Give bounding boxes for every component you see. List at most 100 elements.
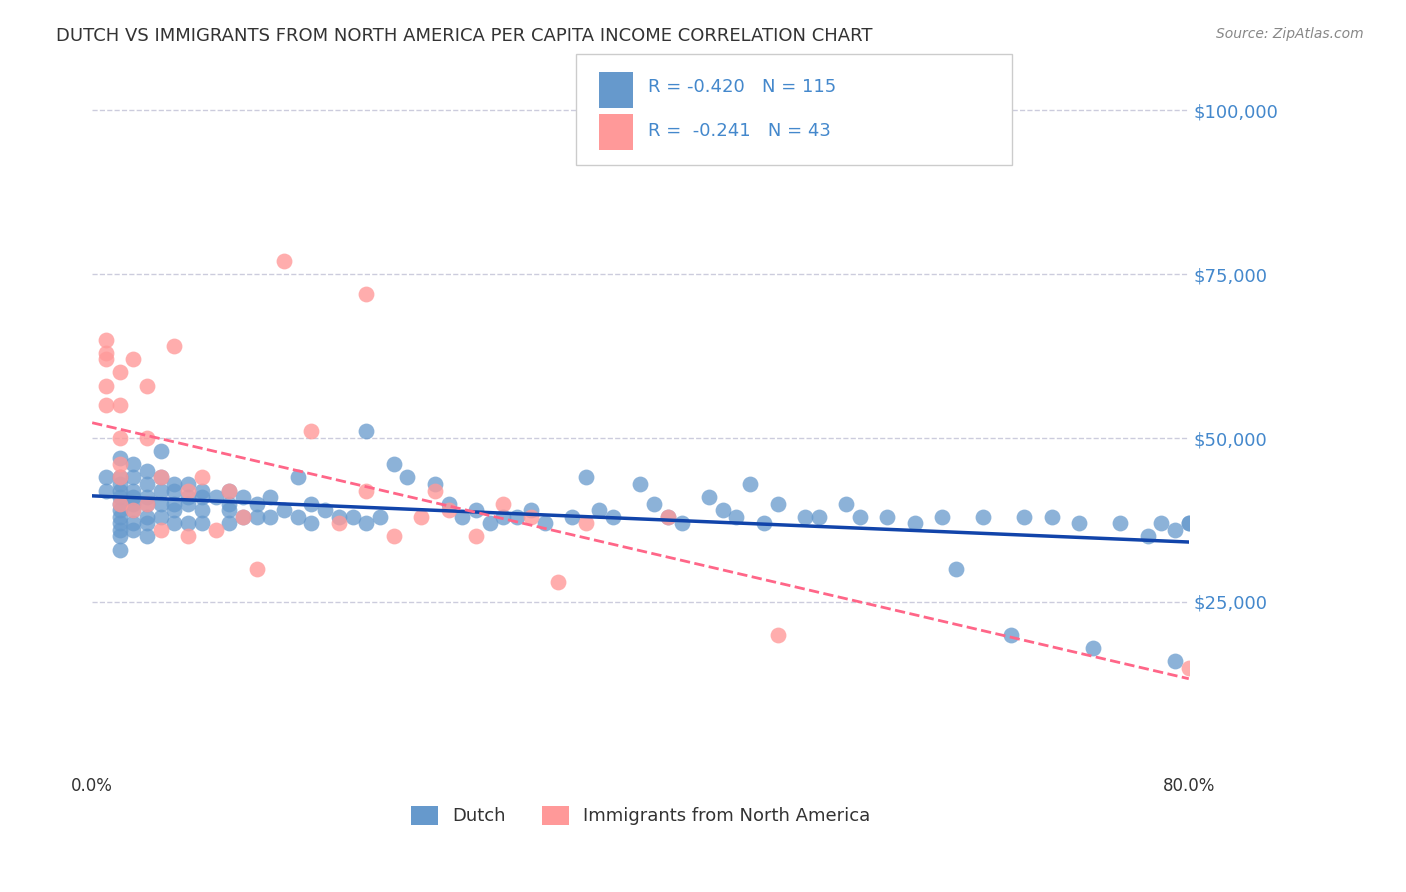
Point — [259, 509, 281, 524]
Point — [108, 529, 131, 543]
Point — [122, 457, 145, 471]
Point — [657, 509, 679, 524]
Point — [287, 470, 309, 484]
Point — [94, 352, 117, 367]
Point — [204, 490, 226, 504]
Point — [835, 497, 858, 511]
Legend: Dutch, Immigrants from North America: Dutch, Immigrants from North America — [404, 798, 877, 832]
Point — [356, 516, 378, 531]
Point — [108, 431, 131, 445]
Point — [108, 483, 131, 498]
Point — [149, 444, 172, 458]
Point — [904, 516, 927, 531]
Point — [972, 509, 994, 524]
Point — [149, 509, 172, 524]
Point — [191, 483, 214, 498]
Point — [643, 497, 665, 511]
Point — [766, 628, 789, 642]
Point — [177, 497, 200, 511]
Point — [1178, 660, 1201, 674]
Point — [1040, 509, 1063, 524]
Point — [136, 516, 159, 531]
Point — [108, 503, 131, 517]
Point — [163, 516, 186, 531]
Point — [1014, 509, 1036, 524]
Point — [191, 503, 214, 517]
Point — [876, 509, 898, 524]
Point — [191, 470, 214, 484]
Point — [506, 509, 529, 524]
Point — [520, 509, 543, 524]
Point — [807, 509, 830, 524]
Point — [122, 352, 145, 367]
Point — [931, 509, 953, 524]
Point — [232, 490, 254, 504]
Point — [149, 497, 172, 511]
Point — [575, 516, 598, 531]
Point — [191, 490, 214, 504]
Point — [657, 509, 679, 524]
Point — [437, 503, 460, 517]
Point — [301, 497, 323, 511]
Point — [423, 477, 446, 491]
Point — [465, 529, 488, 543]
Point — [342, 509, 364, 524]
Point — [561, 509, 583, 524]
Point — [163, 477, 186, 491]
Point — [232, 509, 254, 524]
Point — [437, 497, 460, 511]
Point — [575, 470, 598, 484]
Point — [492, 497, 515, 511]
Point — [136, 464, 159, 478]
Point — [478, 516, 501, 531]
Point — [1164, 654, 1187, 668]
Point — [671, 516, 693, 531]
Point — [136, 509, 159, 524]
Point — [766, 497, 789, 511]
Point — [136, 378, 159, 392]
Text: Source: ZipAtlas.com: Source: ZipAtlas.com — [1216, 27, 1364, 41]
Point — [1081, 640, 1104, 655]
Point — [136, 529, 159, 543]
Point — [218, 483, 240, 498]
Point — [1069, 516, 1091, 531]
Point — [177, 516, 200, 531]
Point — [94, 378, 117, 392]
Point — [122, 470, 145, 484]
Point — [122, 503, 145, 517]
Point — [122, 516, 145, 531]
Point — [177, 483, 200, 498]
Point — [108, 490, 131, 504]
Point — [1150, 516, 1173, 531]
Point — [108, 542, 131, 557]
Point — [451, 509, 474, 524]
Point — [136, 497, 159, 511]
Point — [163, 483, 186, 498]
Point — [108, 450, 131, 465]
Point — [1178, 516, 1201, 531]
Point — [108, 509, 131, 524]
Point — [108, 497, 131, 511]
Point — [630, 477, 652, 491]
Text: DUTCH VS IMMIGRANTS FROM NORTH AMERICA PER CAPITA INCOME CORRELATION CHART: DUTCH VS IMMIGRANTS FROM NORTH AMERICA P… — [56, 27, 873, 45]
Point — [94, 346, 117, 360]
Point — [1178, 516, 1201, 531]
Point — [246, 509, 269, 524]
Point — [465, 503, 488, 517]
Point — [218, 503, 240, 517]
Point — [1109, 516, 1132, 531]
Point — [945, 562, 967, 576]
Point — [218, 497, 240, 511]
Point — [149, 470, 172, 484]
Point — [149, 523, 172, 537]
Point — [849, 509, 872, 524]
Point — [301, 516, 323, 531]
Point — [149, 470, 172, 484]
Point — [725, 509, 748, 524]
Point — [94, 398, 117, 412]
Point — [246, 497, 269, 511]
Point — [122, 483, 145, 498]
Point — [94, 333, 117, 347]
Point — [328, 516, 350, 531]
Point — [411, 509, 433, 524]
